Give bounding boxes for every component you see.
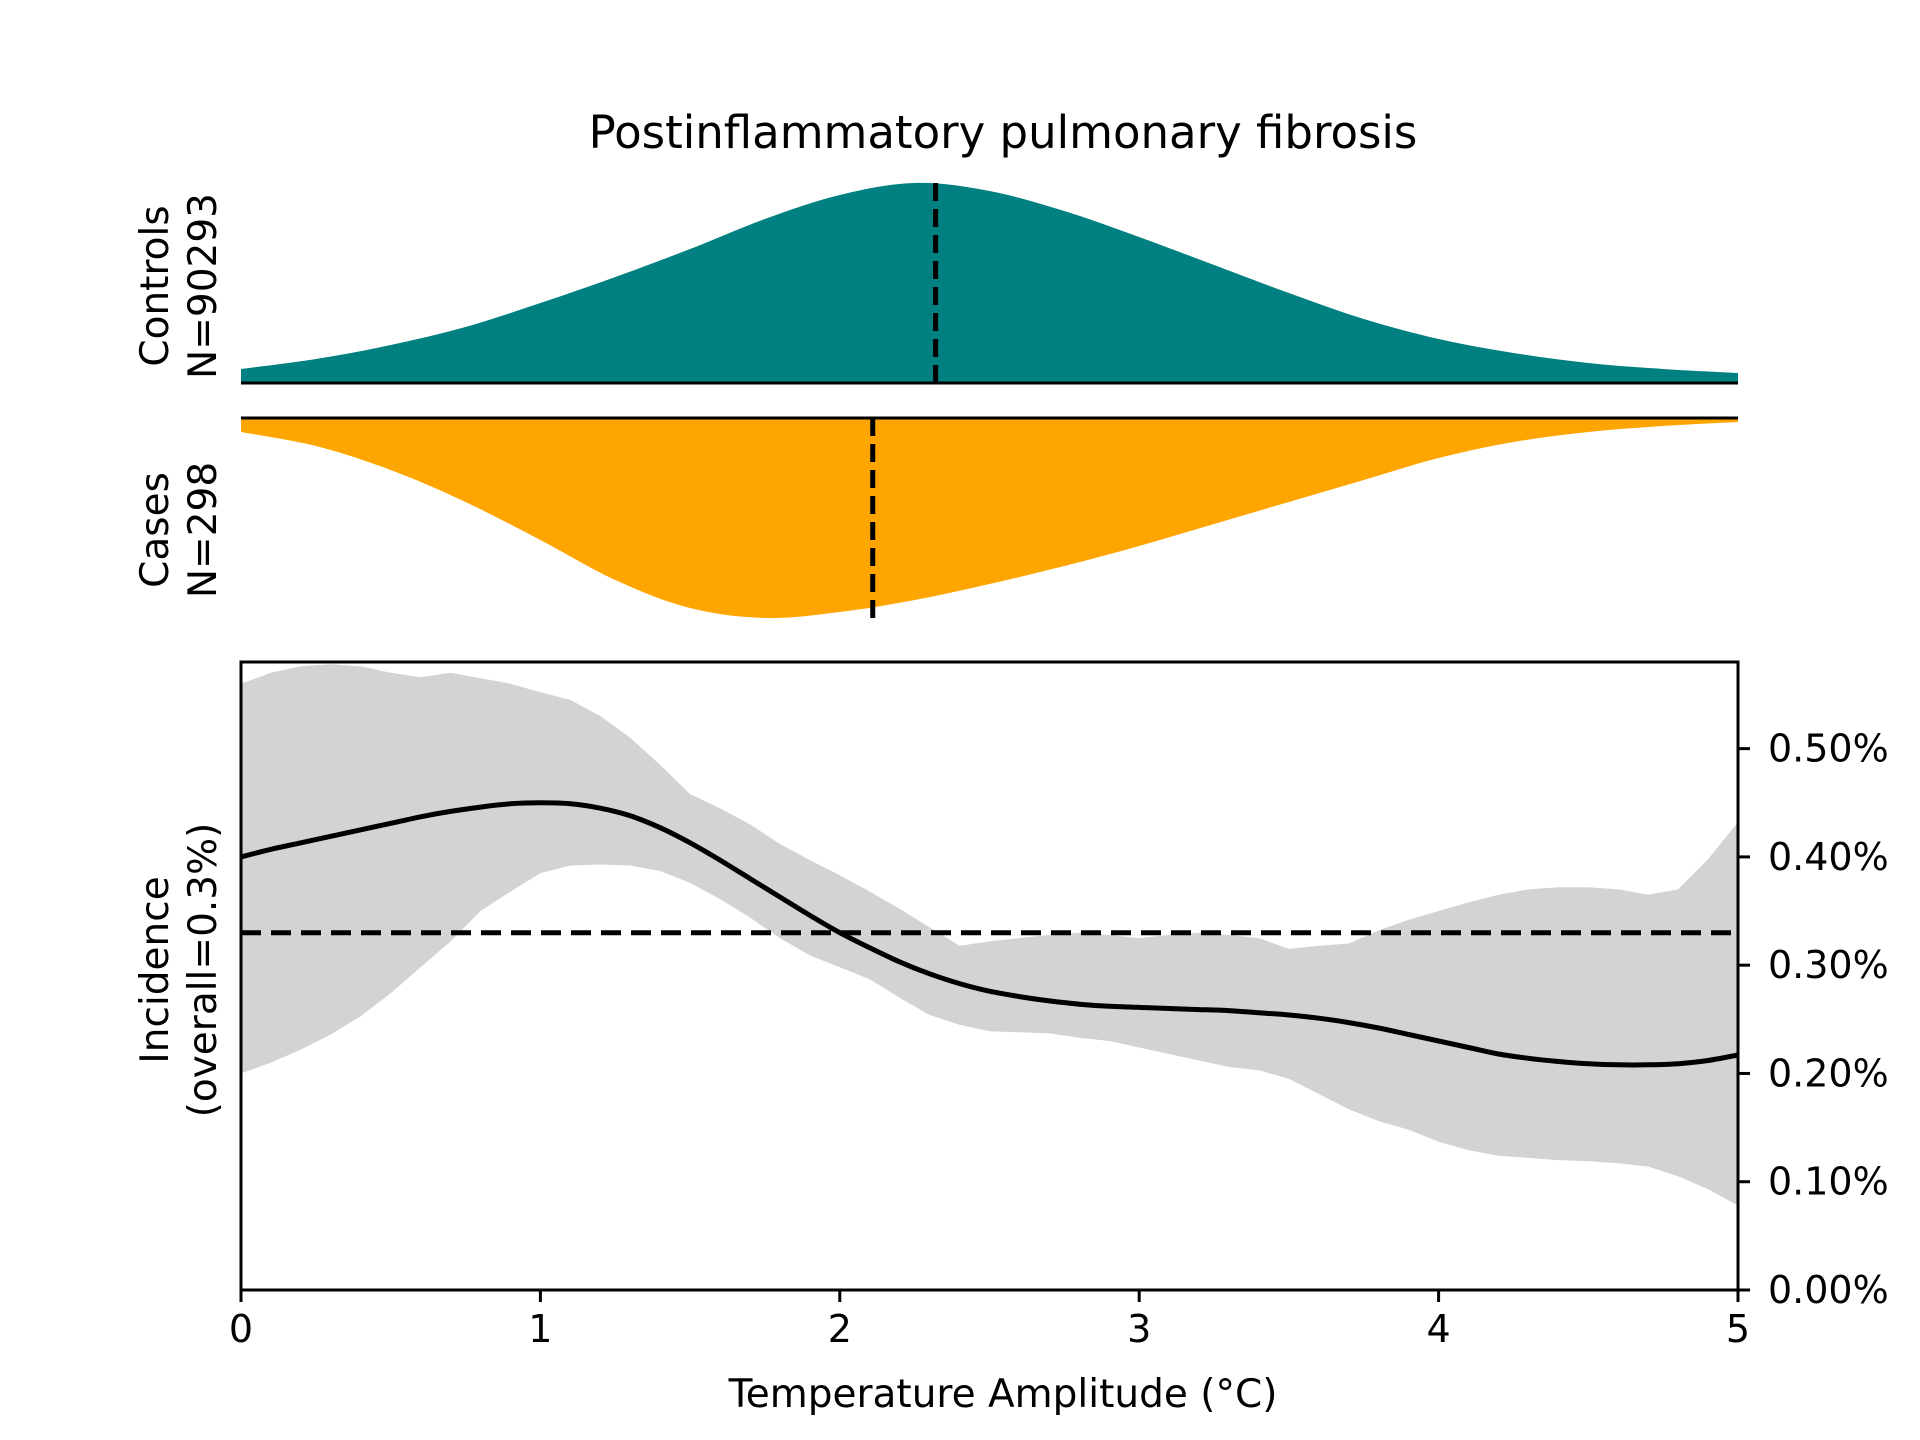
x-axis-label: Temperature Amplitude (°C) bbox=[728, 1372, 1278, 1417]
x-tick-label: 0 bbox=[229, 1307, 253, 1351]
y-tick-label: 0.40% bbox=[1768, 835, 1889, 879]
incidence-ylabel-line1: Incidence bbox=[133, 876, 178, 1063]
controls-panel: Controls N=90293 bbox=[133, 177, 1738, 385]
x-axis: 0 1 2 3 4 5 bbox=[229, 1290, 1750, 1351]
incidence-panel: 0 1 2 3 4 5 0.00% 0.10% 0.20% 0.30% 0.40% 0.50% In… bbox=[133, 660, 1889, 1417]
incidence-ylabel-line2: (overall=0.3%) bbox=[181, 823, 226, 1118]
controls-label: Controls bbox=[133, 205, 178, 366]
x-tick-label: 4 bbox=[1427, 1307, 1451, 1351]
confidence-band bbox=[241, 664, 1738, 1206]
y-tick-label: 0.30% bbox=[1768, 943, 1889, 987]
plot-frame bbox=[239, 660, 1740, 1292]
x-tick-label: 2 bbox=[828, 1307, 852, 1351]
cases-density-area bbox=[241, 418, 1738, 619]
y-tick-label: 0.50% bbox=[1768, 727, 1889, 771]
incidence-line bbox=[240, 800, 1739, 1068]
y-axis-right: 0.00% 0.10% 0.20% 0.30% 0.40% 0.50% bbox=[1738, 727, 1889, 1312]
chart-title: Postinflammatory pulmonary fibrosis bbox=[589, 106, 1418, 159]
cases-n-label: N=298 bbox=[181, 462, 226, 598]
y-tick-label: 0.10% bbox=[1768, 1160, 1889, 1204]
x-tick-label: 3 bbox=[1127, 1307, 1151, 1351]
controls-n-label: N=90293 bbox=[181, 193, 226, 379]
x-tick-label: 5 bbox=[1726, 1307, 1750, 1351]
x-tick-label: 1 bbox=[528, 1307, 552, 1351]
controls-density-area bbox=[241, 182, 1738, 383]
y-tick-label: 0.00% bbox=[1768, 1268, 1889, 1312]
cases-label: Cases bbox=[133, 472, 178, 588]
cases-panel: Cases N=298 bbox=[133, 416, 1738, 621]
y-tick-label: 0.20% bbox=[1768, 1051, 1889, 1095]
